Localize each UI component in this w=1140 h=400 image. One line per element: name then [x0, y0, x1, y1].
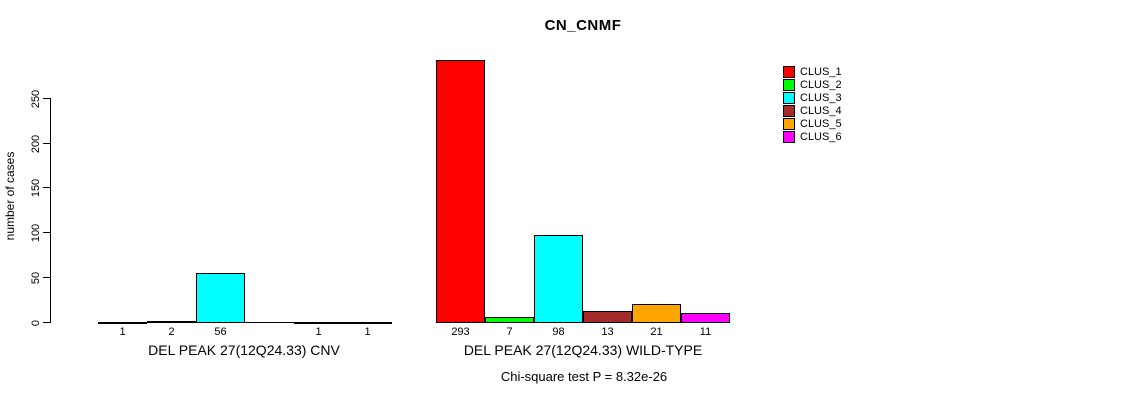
y-tick [43, 232, 50, 233]
bar-g1-clus_1 [436, 60, 485, 323]
legend-item: CLUS_3 [783, 92, 842, 104]
legend: CLUS_1 CLUS_2 CLUS_3 CLUS_4 CLUS_5 CLUS_6 [783, 66, 842, 144]
x-axis-label-wildtype: DEL PEAK 27(12Q24.33) WILD-TYPE [463, 342, 703, 358]
legend-label-clus_6: CLUS_6 [800, 131, 842, 143]
legend-label-clus_1: CLUS_1 [800, 66, 842, 78]
legend-label-clus_2: CLUS_2 [800, 79, 842, 91]
bar-g1-clus_5 [632, 304, 681, 323]
chi-square-annotation: Chi-square test P = 8.32e-26 [500, 369, 668, 384]
y-tick [43, 98, 50, 99]
bar-g0-clus_1 [98, 322, 147, 324]
bar-value-label: 1 [364, 326, 371, 338]
legend-swatch-clus_2 [783, 79, 795, 91]
legend-swatch-clus_6 [783, 131, 795, 143]
y-axis-label: number of cases [3, 151, 17, 241]
legend-item: CLUS_2 [783, 79, 842, 91]
legend-label-clus_5: CLUS_5 [800, 118, 842, 130]
bar-g1-clus_3 [534, 235, 583, 323]
y-tick [43, 187, 50, 188]
y-tick-label: 200 [30, 134, 42, 154]
y-tick [43, 143, 50, 144]
bar-value-label: 7 [506, 326, 513, 338]
x-axis-label-cnv: DEL PEAK 27(12Q24.33) CNV [148, 342, 340, 358]
legend-swatch-clus_3 [783, 92, 795, 104]
legend-swatch-clus_5 [783, 118, 795, 130]
legend-label-clus_3: CLUS_3 [800, 92, 842, 104]
legend-swatch-clus_4 [783, 105, 795, 117]
bar-g1-clus_2 [485, 317, 534, 323]
bar-value-label: 293 [451, 326, 470, 338]
y-tick-label: 0 [30, 319, 42, 327]
y-tick [43, 322, 50, 323]
bar-g0-clus_6 [343, 322, 392, 324]
legend-swatch-clus_1 [783, 66, 795, 78]
y-tick-label: 250 [30, 89, 42, 109]
bar-value-label: 21 [650, 326, 663, 338]
bar-g0-clus_2 [147, 321, 196, 323]
legend-item: CLUS_5 [783, 118, 842, 130]
bar-value-label: 98 [552, 326, 565, 338]
legend-item: CLUS_6 [783, 131, 842, 143]
bar-g0-clus_3 [196, 273, 245, 323]
legend-item: CLUS_1 [783, 66, 842, 78]
y-axis-line [50, 98, 51, 323]
bar-g1-clus_6 [681, 313, 730, 323]
bar-value-label: 56 [214, 326, 227, 338]
bar-value-label: 1 [315, 326, 322, 338]
y-tick-label: 150 [30, 178, 42, 198]
bar-value-label: 13 [601, 326, 614, 338]
bar-g1-clus_4 [583, 311, 632, 323]
bar-value-label: 2 [168, 326, 175, 338]
y-tick-label: 100 [30, 223, 42, 243]
chart-title: CN_CNMF [544, 17, 622, 34]
bar-g0-clus_5 [294, 322, 343, 324]
y-tick-label: 50 [30, 271, 42, 285]
y-tick [43, 277, 50, 278]
bar-value-label: 1 [119, 326, 126, 338]
legend-label-clus_4: CLUS_4 [800, 105, 842, 117]
legend-item: CLUS_4 [783, 105, 842, 117]
x-baseline [98, 322, 392, 323]
bar-value-label: 11 [699, 326, 712, 338]
